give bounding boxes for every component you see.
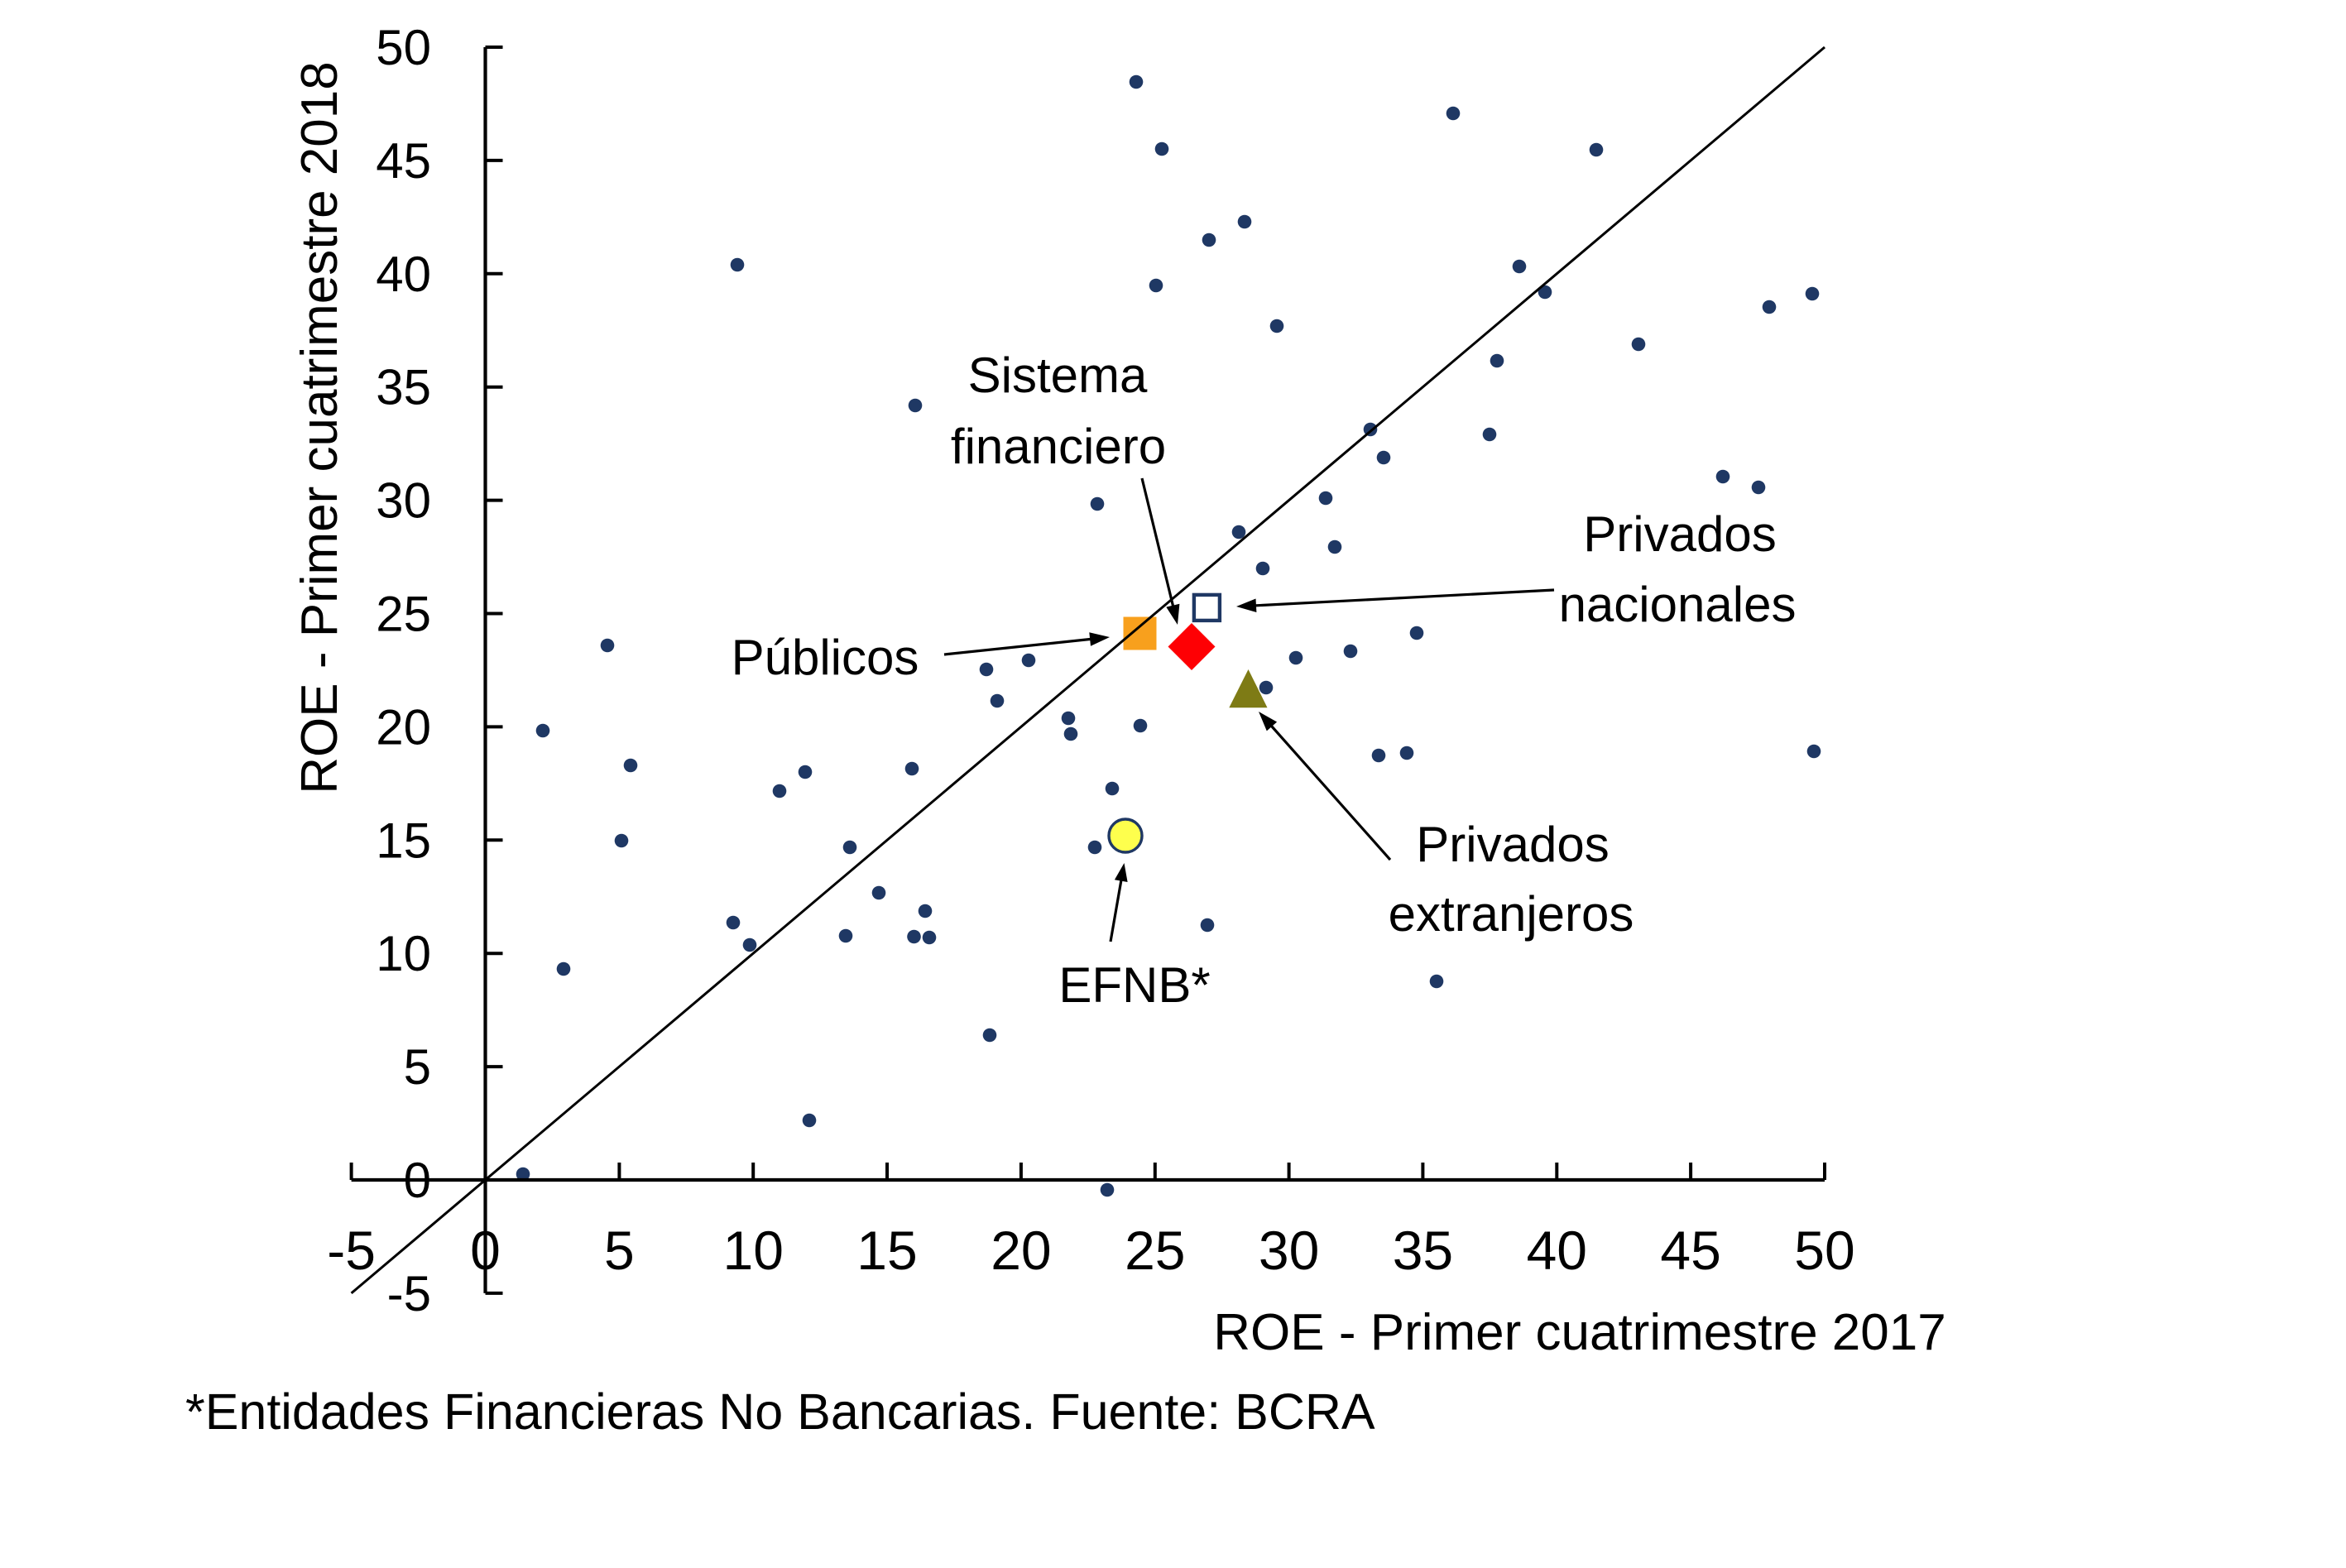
svg-text:5: 5 — [604, 1220, 635, 1281]
svg-text:35: 35 — [1393, 1220, 1453, 1281]
svg-text:35: 35 — [376, 360, 431, 415]
svg-text:40: 40 — [1527, 1220, 1587, 1281]
svg-text:15: 15 — [376, 813, 431, 868]
svg-text:20: 20 — [376, 699, 431, 755]
svg-text:ROE - Primer cuatrimestre 2017: ROE - Primer cuatrimestre 2017 — [1213, 1304, 1945, 1361]
svg-text:25: 25 — [376, 587, 431, 642]
svg-text:Privados: Privados — [1583, 506, 1776, 562]
svg-text:-5: -5 — [327, 1220, 376, 1281]
svg-text:25: 25 — [1125, 1220, 1185, 1281]
svg-text:EFNB*: EFNB* — [1058, 957, 1210, 1013]
svg-text:50: 50 — [376, 20, 431, 75]
svg-text:10: 10 — [376, 926, 431, 981]
svg-text:15: 15 — [856, 1220, 917, 1281]
svg-text:40: 40 — [376, 247, 431, 302]
svg-text:5: 5 — [404, 1039, 431, 1095]
svg-text:ROE - Primer cuatrimestre 2018: ROE - Primer cuatrimestre 2018 — [291, 61, 348, 794]
svg-text:50: 50 — [1794, 1220, 1854, 1281]
svg-text:30: 30 — [1259, 1220, 1319, 1281]
svg-text:0: 0 — [470, 1220, 501, 1281]
svg-text:-5: -5 — [387, 1266, 431, 1321]
svg-text:nacionales: nacionales — [1559, 577, 1797, 632]
svg-text:*Entidades Financieras No Banc: *Entidades Financieras No Bancarias. Fue… — [185, 1383, 1375, 1440]
svg-text:extranjeros: extranjeros — [1389, 886, 1634, 942]
svg-text:20: 20 — [991, 1220, 1051, 1281]
svg-text:10: 10 — [722, 1220, 783, 1281]
svg-text:45: 45 — [1660, 1220, 1720, 1281]
svg-text:Privados: Privados — [1416, 817, 1609, 872]
svg-text:30: 30 — [376, 473, 431, 529]
svg-text:0: 0 — [404, 1153, 431, 1208]
svg-text:Públicos: Públicos — [732, 630, 919, 685]
svg-text:Sistema: Sistema — [968, 348, 1148, 403]
svg-text:45: 45 — [376, 133, 431, 189]
svg-text:financiero: financiero — [951, 419, 1166, 474]
